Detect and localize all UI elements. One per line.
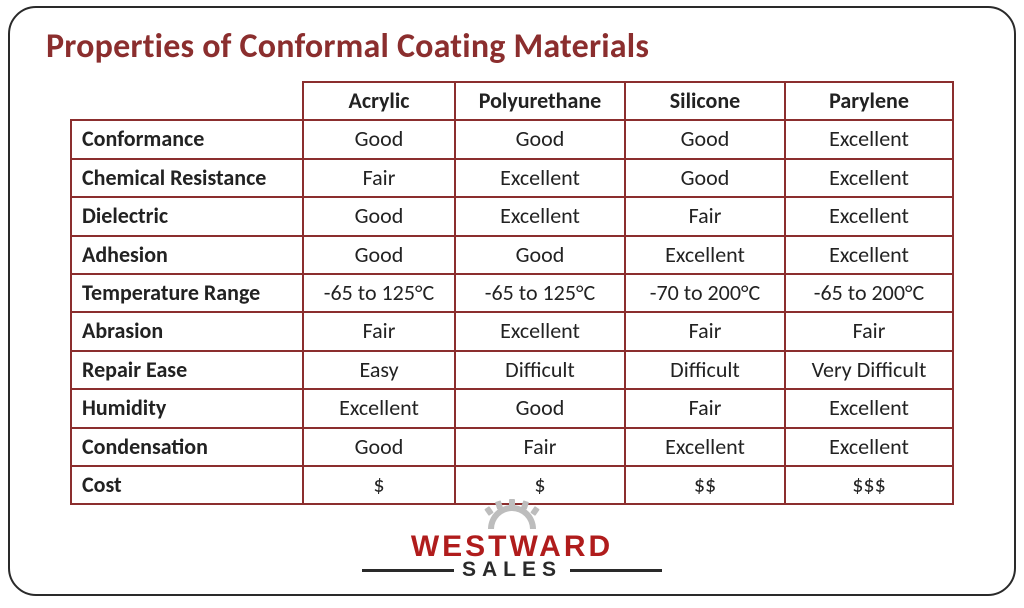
cell: -65 to 200°C: [785, 274, 953, 312]
table-row: Temperature Range -65 to 125°C -65 to 12…: [71, 274, 953, 312]
cell: Fair: [625, 389, 785, 427]
cell: Fair: [625, 197, 785, 235]
col-header: Polyurethane: [455, 82, 625, 120]
cell: Good: [455, 120, 625, 158]
cell: -70 to 200°C: [625, 274, 785, 312]
page-title: Properties of Conformal Coating Material…: [46, 26, 984, 67]
cell: $$$: [785, 466, 953, 504]
table-row: Abrasion Fair Excellent Fair Fair: [71, 312, 953, 350]
cell: Good: [625, 159, 785, 197]
cell: Fair: [625, 312, 785, 350]
row-label: Condensation: [71, 428, 303, 466]
row-label: Abrasion: [71, 312, 303, 350]
row-label: Cost: [71, 466, 303, 504]
row-label: Adhesion: [71, 236, 303, 274]
cell: Excellent: [785, 389, 953, 427]
table-header-row: Acrylic Polyurethane Silicone Parylene: [71, 82, 953, 120]
cell: -65 to 125°C: [303, 274, 455, 312]
properties-table: Acrylic Polyurethane Silicone Parylene C…: [70, 81, 954, 505]
cell: Fair: [303, 159, 455, 197]
table-row: Dielectric Good Excellent Fair Excellent: [71, 197, 953, 235]
cell: Excellent: [625, 428, 785, 466]
row-label: Repair Ease: [71, 351, 303, 389]
cell: Excellent: [625, 236, 785, 274]
cell: Good: [455, 389, 625, 427]
cell: Good: [625, 120, 785, 158]
col-header: Acrylic: [303, 82, 455, 120]
cell: Excellent: [785, 120, 953, 158]
row-label: Humidity: [71, 389, 303, 427]
col-header: Silicone: [625, 82, 785, 120]
cell: Easy: [303, 351, 455, 389]
row-label: Temperature Range: [71, 274, 303, 312]
cell: -65 to 125°C: [455, 274, 625, 312]
row-label: Chemical Resistance: [71, 159, 303, 197]
row-label: Conformance: [71, 120, 303, 158]
cell: Excellent: [455, 159, 625, 197]
cell: Fair: [303, 312, 455, 350]
cell: Good: [303, 236, 455, 274]
card-frame: Properties of Conformal Coating Material…: [8, 6, 1016, 596]
table-row: Condensation Good Fair Excellent Excelle…: [71, 428, 953, 466]
cell: Good: [455, 236, 625, 274]
cell: Very Difficult: [785, 351, 953, 389]
cell: Good: [303, 197, 455, 235]
logo-divider: SALES: [362, 558, 662, 582]
cell: Good: [303, 428, 455, 466]
table-row: Repair Ease Easy Difficult Difficult Ver…: [71, 351, 953, 389]
col-header: Parylene: [785, 82, 953, 120]
logo-text-line2: SALES: [462, 558, 562, 582]
table-row: Chemical Resistance Fair Excellent Good …: [71, 159, 953, 197]
table-corner-blank: [71, 82, 303, 120]
cell: Excellent: [785, 236, 953, 274]
row-label: Dielectric: [71, 197, 303, 235]
cell: Excellent: [303, 389, 455, 427]
table-row: Humidity Excellent Good Fair Excellent: [71, 389, 953, 427]
cell: Excellent: [785, 159, 953, 197]
cell: Excellent: [785, 197, 953, 235]
cell: Fair: [455, 428, 625, 466]
cell: Good: [303, 120, 455, 158]
cell: Fair: [785, 312, 953, 350]
table-row: Adhesion Good Good Excellent Excellent: [71, 236, 953, 274]
cell: Excellent: [785, 428, 953, 466]
table-row: Conformance Good Good Good Excellent: [71, 120, 953, 158]
cell: Excellent: [455, 312, 625, 350]
cell: Difficult: [625, 351, 785, 389]
cell: Difficult: [455, 351, 625, 389]
gear-icon: [362, 499, 662, 539]
westward-sales-logo: WESTWARD SALES: [362, 499, 662, 582]
cell: Excellent: [455, 197, 625, 235]
